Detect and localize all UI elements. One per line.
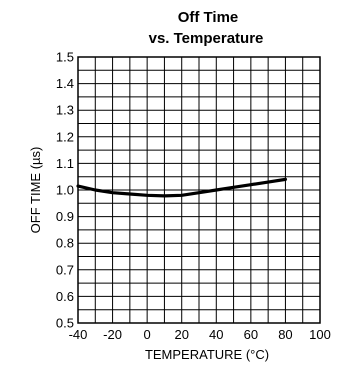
y-tick-label: 0.7 [56,262,74,277]
y-tick-label: 1.5 [56,50,74,65]
y-tick-label: 0.8 [56,236,74,251]
x-tick-label: 80 [278,327,292,342]
y-axis-label: OFF TIME (µs) [28,147,43,234]
chart-title-line2: vs. Temperature [149,30,264,47]
y-tick-label: 0.6 [56,289,74,304]
x-tick-label: 20 [174,327,188,342]
y-tick-label: 1.3 [56,103,74,118]
x-tick-label: 100 [309,327,331,342]
y-tick-label: 1.1 [56,156,74,171]
y-tick-label: 0.9 [56,209,74,224]
y-tick-label: 1.4 [56,76,74,91]
chart-title-line1: Off Time [178,9,239,26]
x-tick-label: 40 [209,327,223,342]
x-tick-labels: -40 -20 0 20 40 60 80 100 [69,327,331,342]
grid [78,57,320,323]
y-tick-label: 1.2 [56,129,74,144]
y-tick-label: 1.0 [56,183,74,198]
x-tick-label: 0 [144,327,151,342]
x-tick-label: -40 [69,327,88,342]
x-axis-label: TEMPERATURE (°C) [145,347,269,362]
y-tick-labels: 0.50.60.70.80.91.01.11.21.31.41.5 [56,50,74,331]
x-tick-label: -20 [103,327,122,342]
x-tick-label: 60 [244,327,258,342]
